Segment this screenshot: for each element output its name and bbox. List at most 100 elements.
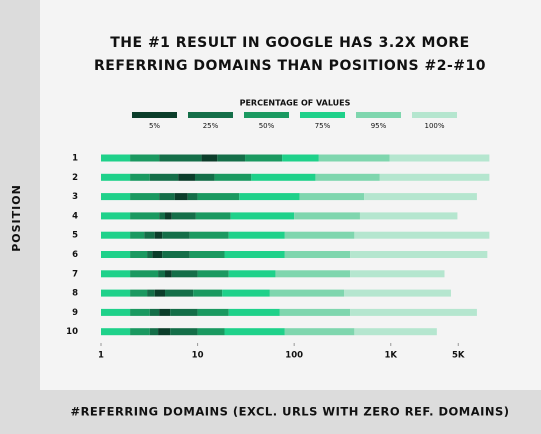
bar-segment [130,328,150,336]
bar-segment [228,270,276,278]
bar-segment [284,231,355,239]
bar-segment [162,231,190,239]
legend-label: 100% [424,122,444,130]
bar-segment [269,289,345,297]
legend-label: 5% [149,122,160,130]
y-tick-label: 1 [72,154,78,164]
y-tick-label: 5 [72,231,78,241]
bar-segment [101,251,131,258]
bar-segment [251,173,316,181]
y-axis-label: POSITION [10,184,23,252]
bar-segment [130,173,150,181]
legend-label: 75% [315,122,331,130]
y-tick-label: 9 [72,308,78,318]
chart-title: THE #1 RESULT IN GOOGLE HAS 3.2X MORE RE… [94,35,486,74]
bar-segment [149,308,160,316]
bar-segment [178,173,195,181]
bar-segment [130,270,159,278]
bar-segment [350,251,488,258]
y-tick-label: 4 [72,211,78,221]
bar-segment [389,154,490,162]
bar-segment [245,154,283,162]
legend-label: 25% [203,122,219,130]
bar-segment [189,231,229,239]
bar-segment [162,251,190,258]
bar-segment [197,308,229,316]
bar-segment [364,193,477,201]
legend-swatch [132,112,177,118]
x-tick-label: 1K [385,351,398,361]
bar-segment [214,173,252,181]
bar-segment [197,193,240,201]
x-tick-label: 10 [192,351,204,361]
bar-segment [217,154,246,162]
bar-segment [315,173,380,181]
bar-segment [354,328,437,336]
bar-segment [195,212,231,220]
bar-segment [154,289,166,297]
bar-segment [193,289,223,297]
bar-segment [224,251,285,258]
bar-segment [130,193,160,201]
bar-segment [159,154,202,162]
y-tick-label: 2 [72,173,78,183]
bar-segment [101,270,131,278]
y-tick-label: 6 [72,250,78,260]
legend-swatch [188,112,233,118]
bar-segment [187,193,198,201]
bar-segment [197,328,225,336]
bar-segment [284,328,355,336]
bar-segment [359,212,458,220]
bar-segment [101,173,131,181]
bar-segment [101,212,131,220]
footer-band [40,390,541,434]
bar-segment [224,328,285,336]
bar-segment [130,154,160,162]
bar-segment [170,308,198,316]
bar-segment [147,289,155,297]
bar-segment [101,193,131,201]
bar-segment [165,289,194,297]
bar-segment [101,154,131,162]
bar-segment [101,231,131,239]
bar-segment [165,270,172,278]
bar-segment [294,212,360,220]
bar-segment [279,308,351,316]
bar-segment [130,251,148,258]
bar-segment [159,308,171,316]
bar-segment [101,308,131,316]
legend-swatch [300,112,345,118]
bar-segment [158,328,171,336]
bar-segment [144,231,155,239]
legend-swatch [244,112,289,118]
bar-segment [282,154,319,162]
bar-segment [130,212,160,220]
bar-segment [354,231,490,239]
bar-segment [152,251,163,258]
bar-segment [154,231,163,239]
bar-segment [170,328,198,336]
bar-segment [379,173,490,181]
bar-segment [222,289,270,297]
bar-segment [147,251,153,258]
bar-segment [350,308,477,316]
bar-segment [149,173,179,181]
bar-segment [228,231,285,239]
y-tick-label: 10 [66,327,78,337]
bar-segment [201,154,218,162]
bar-segment [171,212,196,220]
x-tick-label: 5K [452,351,465,361]
bar-segment [189,251,225,258]
bar-segment [171,270,198,278]
bar-segment [130,231,145,239]
legend-label: 95% [371,122,387,130]
legend-swatch [412,112,457,118]
bar-segment [318,154,390,162]
legend-title: PERCENTAGE OF VALUES [240,99,351,108]
bar-segment [101,289,131,297]
bar-segment [275,270,351,278]
x-tick-label: 100 [285,351,303,361]
bar-segment [101,328,131,336]
